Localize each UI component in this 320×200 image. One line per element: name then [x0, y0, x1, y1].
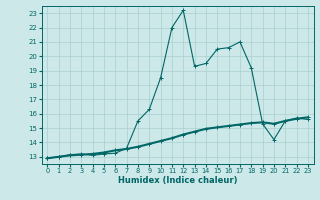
X-axis label: Humidex (Indice chaleur): Humidex (Indice chaleur)	[118, 176, 237, 185]
